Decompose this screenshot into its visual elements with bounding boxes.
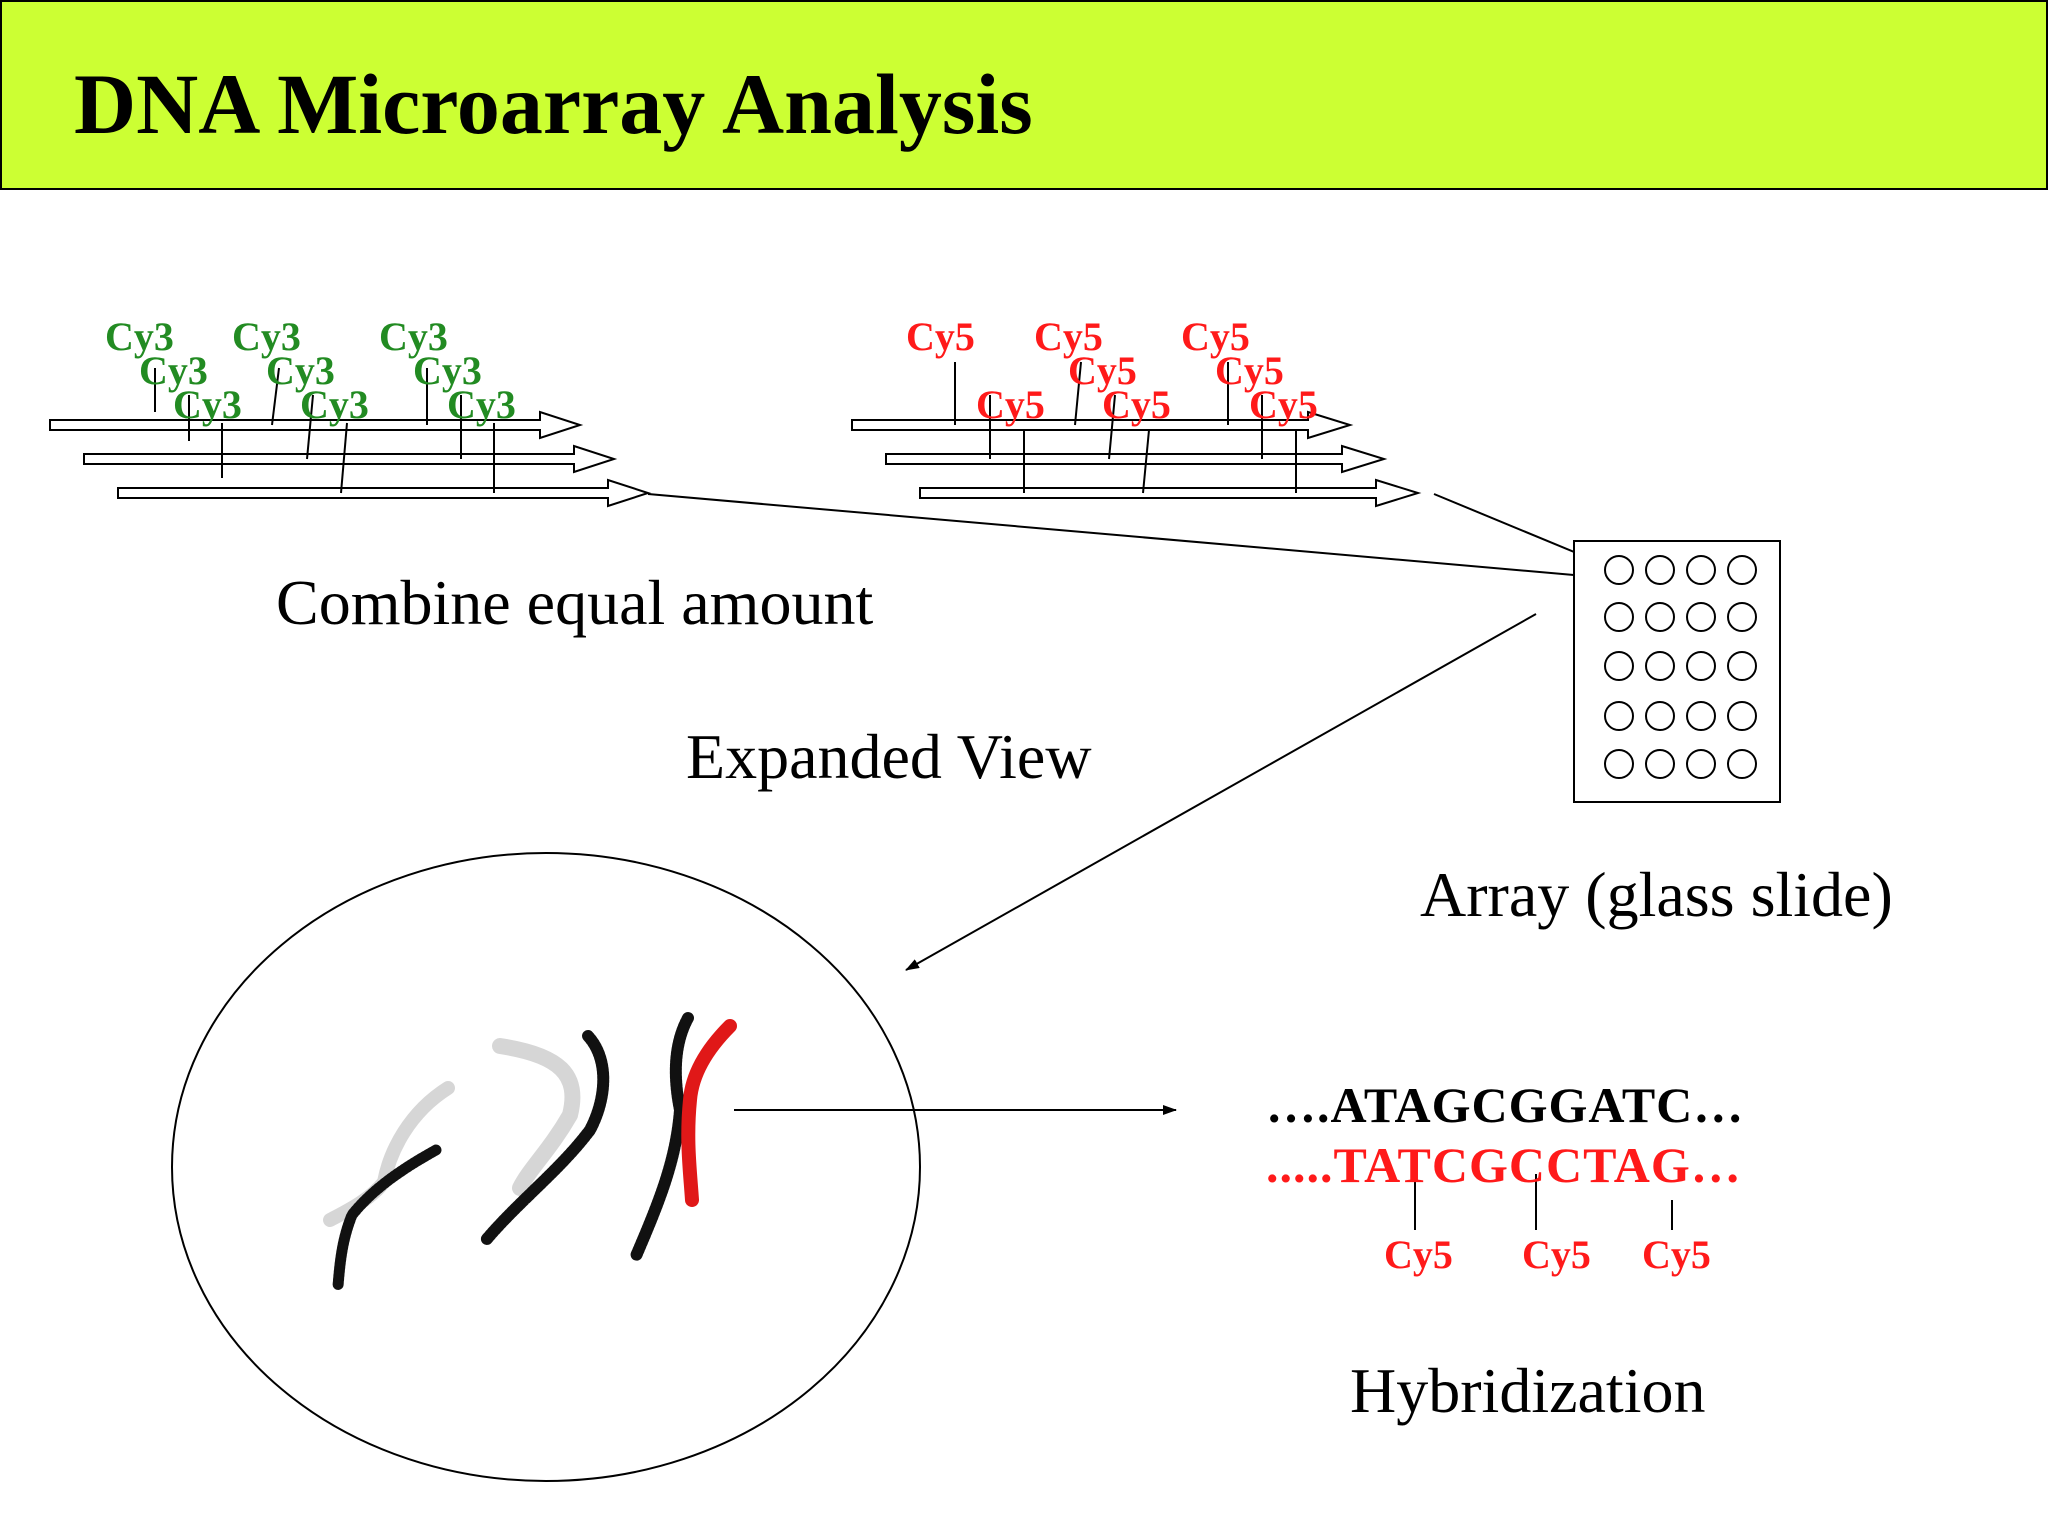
cy5-label: Cy5 bbox=[976, 382, 1045, 427]
sequence-cy5-label: Cy5 bbox=[1642, 1232, 1711, 1277]
expanded-view-ellipse bbox=[171, 852, 921, 1482]
cy5-label: Cy5 bbox=[906, 314, 975, 359]
cy3-label: Cy3 bbox=[232, 314, 301, 359]
sequence-cy5-label: Cy5 bbox=[1384, 1232, 1453, 1277]
array-label: Array (glass slide) bbox=[1420, 859, 1893, 930]
cy3-label: Cy3 bbox=[105, 314, 174, 359]
cy5-label: Cy5 bbox=[1102, 382, 1171, 427]
strand-black bbox=[630, 1012, 694, 1262]
sequence-cy5-label: Cy5 bbox=[1522, 1232, 1591, 1277]
cy3-label: Cy3 bbox=[379, 314, 448, 359]
strand-black bbox=[480, 1030, 610, 1246]
cy5-label: Cy5 bbox=[1181, 314, 1250, 359]
cy5-label: Cy5 bbox=[1034, 314, 1103, 359]
strand-arrow bbox=[919, 478, 1422, 508]
cy5-strand-group: Cy5 Cy5 Cy5 Cy5 Cy5 Cy5 Cy5 Cy5 bbox=[851, 314, 1422, 508]
strand-red bbox=[681, 1019, 737, 1207]
cy3-label: Cy3 bbox=[300, 382, 369, 427]
hybridized-strands bbox=[323, 1012, 737, 1292]
hybridization-label: Hybridization bbox=[1350, 1355, 1706, 1426]
strand-arrow bbox=[49, 410, 584, 440]
cy3-label: Cy3 bbox=[413, 348, 482, 393]
strand-arrow bbox=[885, 444, 1388, 474]
page-title: DNA Microarray Analysis bbox=[74, 56, 1033, 152]
strand-arrow bbox=[83, 444, 618, 474]
cy5-label: Cy5 bbox=[1215, 348, 1284, 393]
arrow-to-expanded-view bbox=[905, 613, 1537, 971]
strand-arrow bbox=[851, 410, 1354, 440]
sequence-bottom-strand: .....TATCGCCTAG… bbox=[1266, 1137, 1742, 1193]
combine-label: Combine equal amount bbox=[276, 567, 874, 638]
title-bar: DNA Microarray Analysis bbox=[0, 0, 2048, 190]
sequence-top-strand: ….ATAGCGGATC… bbox=[1266, 1077, 1745, 1133]
cy3-label: Cy3 bbox=[266, 348, 335, 393]
cy3-label: Cy3 bbox=[447, 382, 516, 427]
arrow-to-array bbox=[647, 493, 1609, 582]
array-slide bbox=[1573, 540, 1781, 803]
strand-black bbox=[332, 1144, 442, 1292]
cy3-strand-group: Cy3 Cy3 Cy3 Cy3 Cy3 Cy3 Cy3 Cy3 Cy3 bbox=[49, 314, 652, 508]
cy3-label: Cy3 bbox=[139, 348, 208, 393]
expanded-view-label: Expanded View bbox=[686, 721, 1092, 792]
strand-arrow bbox=[117, 478, 652, 508]
cy3-label: Cy3 bbox=[173, 382, 242, 427]
cy5-label: Cy5 bbox=[1249, 382, 1318, 427]
sequence-dye-ticks bbox=[1414, 1166, 1673, 1230]
strand-grey bbox=[492, 1038, 581, 1196]
cy5-label: Cy5 bbox=[1068, 348, 1137, 393]
